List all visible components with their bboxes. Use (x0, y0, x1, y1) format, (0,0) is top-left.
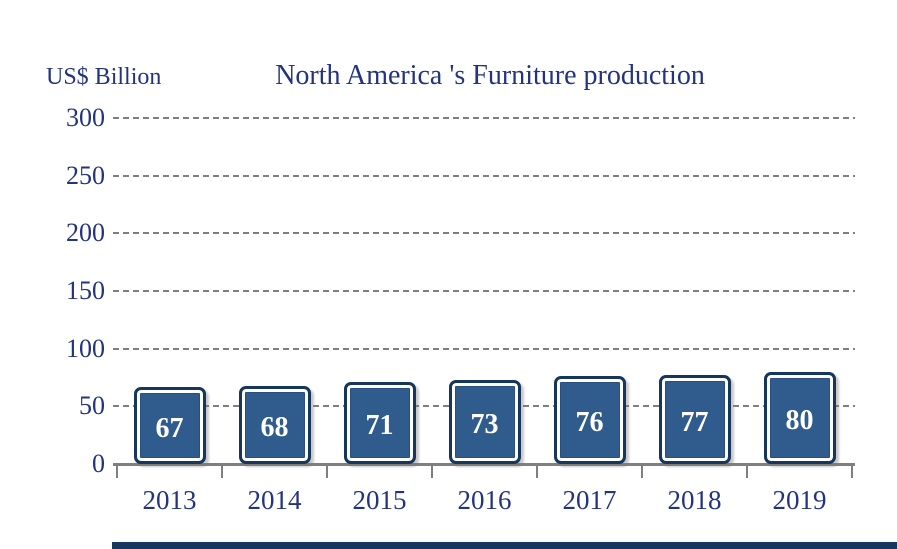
bar-value-label-2017: 76 (575, 407, 604, 438)
bar-2014: 68 (238, 386, 311, 464)
bar-value-label-2013: 67 (155, 412, 184, 444)
y-tick-label-200: 200 (66, 218, 105, 248)
gridline-200 (113, 232, 855, 235)
bar-value-label-2014: 68 (260, 412, 289, 443)
x-axis-tick (431, 465, 433, 478)
bar-value-label-2019: 80 (785, 405, 814, 436)
x-tick-label-2016: 2016 (457, 485, 512, 515)
bar-2016: 73 (448, 380, 521, 464)
y-tick-label-0: 0 (92, 449, 105, 478)
bar-2017: 76 (553, 376, 626, 464)
x-tick-label-2018: 2018 (667, 485, 722, 515)
x-axis-tick (746, 465, 748, 478)
x-axis-tick (326, 465, 328, 478)
x-axis-tick (641, 465, 643, 478)
x-tick-label-2019: 2019 (772, 485, 827, 515)
bar-value-label-2018: 77 (680, 406, 709, 438)
chart-title: North America 's Furniture production (275, 60, 705, 91)
y-tick-label-50: 50 (79, 391, 105, 421)
x-axis-tick (116, 465, 118, 478)
bar-2015: 71 (343, 382, 416, 464)
x-tick-label-2015: 2015 (352, 485, 407, 515)
y-tick-label-150: 150 (66, 276, 105, 305)
x-axis-tick (536, 465, 538, 478)
y-tick-label-100: 100 (66, 333, 105, 363)
bar-2013: 67 (133, 387, 206, 464)
bar-2019: 80 (763, 372, 836, 464)
gridline-100 (113, 347, 855, 350)
gridline-300 (113, 117, 855, 119)
footer-rule (112, 542, 897, 549)
x-tick-label-2013: 2013 (142, 485, 197, 515)
bar-2018: 77 (658, 375, 731, 464)
y-tick-label-300: 300 (66, 103, 105, 132)
x-tick-label-2014: 2014 (247, 485, 302, 515)
x-tick-label-2017: 2017 (562, 485, 617, 515)
y-tick-label-250: 250 (66, 160, 105, 190)
bar-value-label-2016: 73 (470, 409, 499, 440)
bar-value-label-2015: 71 (365, 410, 394, 441)
x-axis-tick (851, 465, 853, 478)
x-axis-line (113, 463, 855, 466)
gridline-250 (113, 174, 855, 177)
x-axis-tick (221, 465, 223, 478)
y-axis-title: US$ Billion (46, 64, 162, 90)
gridline-150 (113, 290, 855, 292)
